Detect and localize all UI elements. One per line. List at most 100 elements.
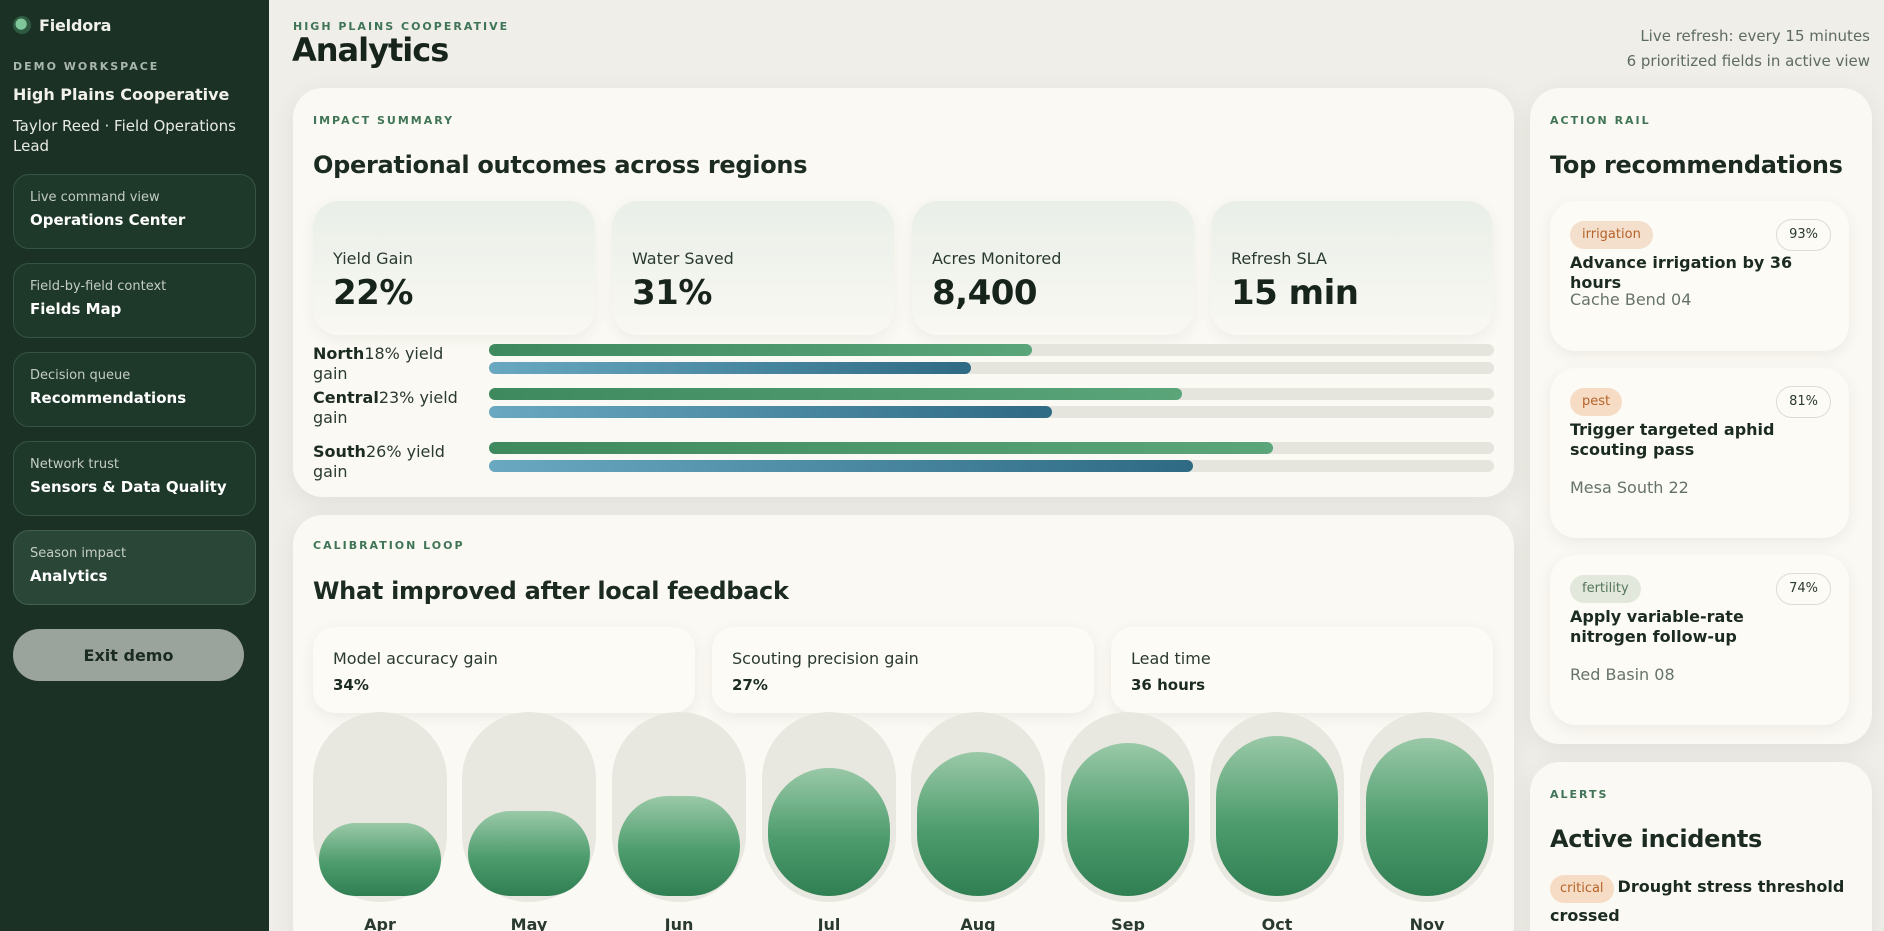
recommendation-field: Mesa South 22 [1570, 478, 1689, 497]
card-title: Operational outcomes across regions [313, 151, 808, 179]
kpi-label: Yield Gain [333, 249, 413, 268]
month-label: Apr [364, 915, 396, 931]
metric-value: 34% [333, 676, 369, 694]
nav-item-title: Fields Map [30, 300, 122, 318]
month-label: Oct [1261, 915, 1293, 931]
month-fill [1067, 743, 1189, 896]
user-name: Taylor Reed · Field Operations Lead [13, 117, 236, 155]
kpi-refresh-sla: Refresh SLA 15 min [1211, 201, 1493, 335]
severity-badge: critical [1550, 875, 1614, 903]
alert-title: Drought stress threshold crossed [1550, 877, 1845, 925]
region-bar-secondary [489, 460, 1193, 472]
kpi-value: 31% [632, 273, 712, 313]
kpi-water-saved: Water Saved 31% [612, 201, 894, 335]
kpi-label: Acres Monitored [932, 249, 1062, 268]
month-track [1360, 712, 1494, 902]
month-fill [618, 796, 740, 896]
month-fill [1216, 736, 1338, 896]
month-fill [1366, 738, 1488, 896]
region-name: South [313, 442, 366, 461]
card-eyebrow: ALERTS [1550, 788, 1609, 801]
nav-item-recommendations[interactable]: Decision queue Recommendations [13, 352, 256, 427]
nav-item-sensors-data-quality[interactable]: Network trust Sensors & Data Quality [13, 441, 256, 516]
page-title: Analytics [292, 31, 449, 69]
recommendation-card[interactable]: irrigation 93% Advance irrigation by 36 … [1550, 201, 1849, 351]
brand[interactable]: Fieldora [13, 0, 256, 50]
nav-item-subtitle: Season impact [30, 546, 127, 561]
impact-summary-card: IMPACT SUMMARY Operational outcomes acro… [293, 88, 1514, 497]
workspace-name: High Plains Cooperative [13, 85, 230, 104]
card-eyebrow: ACTION RAIL [1550, 114, 1651, 127]
region-bar-track [489, 442, 1494, 454]
region-bar-primary [489, 388, 1183, 400]
calibration-loop-card: CALIBRATION LOOP What improved after loc… [293, 515, 1514, 931]
recommendation-tag: pest [1570, 388, 1623, 416]
recommendation-card[interactable]: fertility 74% Apply variable-rate nitrog… [1550, 555, 1849, 725]
recommendation-title: Trigger targeted aphid scouting pass [1570, 420, 1775, 459]
month-column-aug: Aug [911, 712, 1045, 931]
metric-lead-time: Lead time 36 hours [1111, 627, 1493, 713]
nav-item-subtitle: Network trust [30, 457, 119, 472]
fields-status: 6 prioritized fields in active view [1626, 52, 1870, 70]
month-column-nov: Nov [1360, 712, 1494, 931]
region-bar-track [489, 362, 1494, 374]
region-name: North [313, 344, 365, 363]
month-fill [917, 752, 1039, 896]
sidebar: Fieldora DEMO WORKSPACE High Plains Coop… [0, 0, 269, 931]
metric-label: Lead time [1131, 649, 1211, 668]
nav-item-fields-map[interactable]: Field-by-field context Fields Map [13, 263, 256, 338]
alert-item[interactable]: critical Drought stress threshold crossed [1550, 874, 1850, 929]
confidence-badge: 74% [1776, 573, 1831, 605]
region-bar-secondary [489, 362, 972, 374]
workspace-label: DEMO WORKSPACE [13, 60, 160, 73]
exit-demo-button[interactable]: Exit demo [13, 629, 244, 681]
kpi-value: 22% [333, 273, 413, 313]
recommendation-tag: irrigation [1570, 221, 1653, 249]
confidence-badge: 81% [1776, 386, 1831, 418]
confidence-badge: 93% [1776, 219, 1831, 251]
region-name: Central [313, 388, 379, 407]
region-text: 23% yield gain [313, 388, 458, 427]
card-title: Active incidents [1550, 825, 1763, 853]
month-column-may: May [462, 712, 596, 931]
month-label: Jun [664, 915, 694, 931]
nav-item-operations-center[interactable]: Live command view Operations Center [13, 174, 256, 249]
recommendation-title: Apply variable-rate nitrogen follow-up [1570, 607, 1744, 646]
region-bar-track [489, 388, 1494, 400]
card-eyebrow: CALIBRATION LOOP [313, 539, 465, 552]
kpi-value: 8,400 [932, 273, 1038, 313]
metric-label: Scouting precision gain [732, 649, 919, 668]
kpi-yield-gain: Yield Gain 22% [313, 201, 595, 335]
card-title: What improved after local feedback [313, 577, 789, 605]
month-column-jun: Jun [612, 712, 746, 931]
month-track [1210, 712, 1344, 902]
month-label: Sep [1111, 915, 1145, 931]
recommendation-tag: fertility [1570, 575, 1641, 603]
nav-item-title: Analytics [30, 567, 108, 585]
nav-item-analytics[interactable]: Season impact Analytics [13, 530, 256, 605]
metric-label: Model accuracy gain [333, 649, 498, 668]
region-bar-primary [489, 442, 1273, 454]
header-meta: Live refresh: every 15 minutes 6 priorit… [1627, 24, 1870, 74]
recommendation-field: Cache Bend 04 [1570, 290, 1692, 309]
month-column-apr: Apr [313, 712, 447, 931]
card-title: Top recommendations [1550, 151, 1843, 179]
action-rail-card: ACTION RAIL Top recommendations irrigati… [1530, 88, 1872, 744]
brand-name: Fieldora [39, 15, 112, 35]
recommendation-card[interactable]: pest 81% Trigger targeted aphid scouting… [1550, 368, 1849, 538]
region-label: South26% yield gain [313, 442, 473, 482]
month-track [762, 712, 896, 902]
kpi-acres-monitored: Acres Monitored 8,400 [912, 201, 1194, 335]
region-bar-primary [489, 344, 1032, 356]
month-label: Jul [817, 915, 841, 931]
card-eyebrow: IMPACT SUMMARY [313, 114, 455, 127]
kpi-label: Water Saved [632, 249, 734, 268]
region-text: 26% yield gain [313, 442, 445, 481]
nav-item-title: Operations Center [30, 211, 186, 229]
refresh-status: Live refresh: every 15 minutes [1640, 27, 1870, 45]
month-fill [319, 823, 441, 896]
alerts-card: ALERTS Active incidents critical Drought … [1530, 762, 1872, 931]
month-track [462, 712, 596, 902]
month-column-sep: Sep [1061, 712, 1195, 931]
kpi-value: 15 min [1231, 273, 1359, 313]
